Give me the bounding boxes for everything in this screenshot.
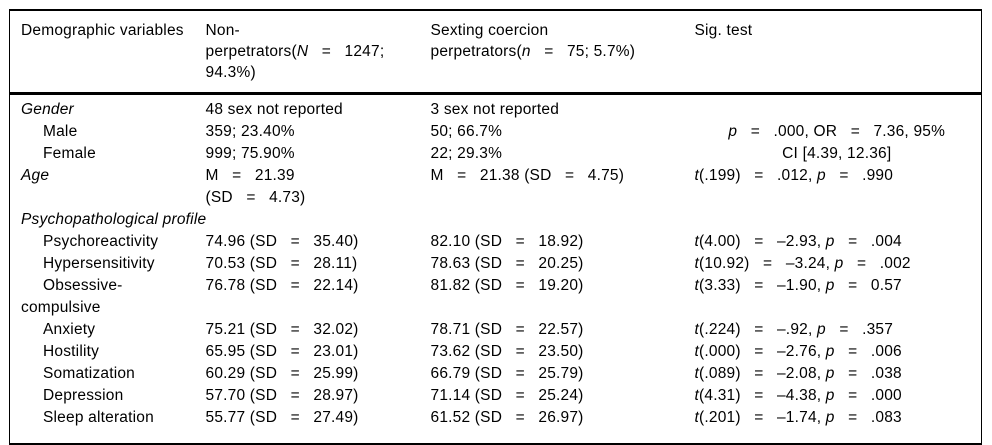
perpetrators-cell: 22; 29.3% bbox=[430, 145, 503, 162]
row-age: Age M = 21.39 (SD = 4.73) M = 21.38 (SD =… bbox=[10, 165, 982, 209]
row-label: Hostility bbox=[43, 343, 100, 360]
column-header-sexting-coercion-perpetrators: Sexting coercion perpetrators(n = 75; 5.7… bbox=[427, 10, 692, 95]
perpetrators-cell: 78.71 (SD = 22.57) bbox=[430, 321, 584, 338]
perpetrators-cell: 71.14 (SD = 25.24) bbox=[430, 387, 584, 404]
sig-test-cell bbox=[692, 94, 982, 122]
non-perpetrators-cell: 999; 75.90% bbox=[205, 145, 295, 162]
row-somatization: Somatization 60.29 (SD = 25.99) 66.79 (S… bbox=[10, 363, 982, 385]
table-body: Gender 48 sex not reported 3 sex not rep… bbox=[10, 94, 982, 445]
row-section-psychopathological-profile: Psychopathological profile bbox=[10, 209, 982, 231]
sig-test-cell: t(.000) = –2.76, p = .006 bbox=[694, 343, 902, 360]
demographics-statistics-table: Demographic variables Non-perpetrators(N… bbox=[9, 9, 982, 445]
perpetrators-cell: 81.82 (SD = 19.20) bbox=[430, 277, 584, 294]
sig-test-cell: t(4.31) = –4.38, p = .000 bbox=[694, 387, 902, 404]
non-perpetrators-cell: 65.95 (SD = 23.01) bbox=[205, 343, 359, 360]
non-perpetrators-cell: 60.29 (SD = 25.99) bbox=[205, 365, 359, 382]
non-perpetrators-cell: 55.77 (SD = 27.49) bbox=[205, 409, 359, 426]
row-label: Gender bbox=[21, 101, 74, 118]
row-hypersensitivity: Hypersensitivity 70.53 (SD = 28.11) 78.6… bbox=[10, 253, 982, 275]
row-label: Female bbox=[43, 145, 96, 162]
sig-test-cell: t(3.33) = –1.90, p = 0.57 bbox=[694, 277, 902, 294]
row-sleep-alteration: Sleep alteration 55.77 (SD = 27.49) 61.5… bbox=[10, 407, 982, 444]
non-perpetrators-cell: M = 21.39 (SD = 4.73) bbox=[205, 167, 306, 206]
perpetrators-cell: 3 sex not reported bbox=[430, 101, 560, 118]
non-perpetrators-cell: 74.96 (SD = 35.40) bbox=[205, 233, 359, 250]
non-perpetrators-cell: 76.78 (SD = 22.14) bbox=[205, 277, 359, 294]
column-header-demographic-variables: Demographic variables bbox=[9, 10, 203, 95]
row-anxiety: Anxiety 75.21 (SD = 32.02) 78.71 (SD = 2… bbox=[10, 319, 982, 341]
column-header-sig-test: Sig. test bbox=[691, 10, 982, 95]
non-perpetrators-cell: 70.53 (SD = 28.11) bbox=[205, 255, 358, 272]
row-obsessive-compulsive: Obsessive-compulsive 76.78 (SD = 22.14) … bbox=[10, 275, 982, 319]
sig-test-cell: t(.199) = .012, p = .990 bbox=[694, 167, 894, 184]
non-perpetrators-cell: 48 sex not reported bbox=[205, 101, 343, 118]
perpetrators-cell: 73.62 (SD = 23.50) bbox=[430, 343, 584, 360]
perpetrators-cell: 61.52 (SD = 26.97) bbox=[430, 409, 584, 426]
perpetrators-cell: 66.79 (SD = 25.79) bbox=[430, 365, 584, 382]
perpetrators-cell: 82.10 (SD = 18.92) bbox=[430, 233, 584, 250]
perpetrators-cell: 50; 66.7% bbox=[430, 123, 503, 140]
sig-test-cell: t(10.92) = –3.24, p = .002 bbox=[694, 255, 911, 272]
table-header: Demographic variables Non-perpetrators(N… bbox=[9, 10, 982, 95]
row-female: Female 999; 75.90% 22; 29.3% bbox=[10, 143, 982, 165]
row-hostility: Hostility 65.95 (SD = 23.01) 73.62 (SD =… bbox=[10, 341, 982, 363]
row-depression: Depression 57.70 (SD = 28.97) 71.14 (SD … bbox=[10, 385, 982, 407]
sig-test-cell: t(.201) = –1.74, p = .083 bbox=[694, 409, 902, 426]
non-perpetrators-cell: 359; 23.40% bbox=[205, 123, 295, 140]
row-psychoreactivity: Psychoreactivity 74.96 (SD = 35.40) 82.1… bbox=[10, 231, 982, 253]
perpetrators-cell: M = 21.38 (SD = 4.75) bbox=[430, 167, 625, 184]
row-label: Hypersensitivity bbox=[43, 255, 155, 272]
column-header-non-perpetrators: Non-perpetrators(N = 1247; 94.3%) bbox=[202, 10, 428, 95]
non-perpetrators-cell: 75.21 (SD = 32.02) bbox=[205, 321, 359, 338]
row-label: Psychoreactivity bbox=[43, 233, 159, 250]
row-label: Sleep alteration bbox=[43, 409, 154, 426]
row-label: Anxiety bbox=[43, 321, 96, 338]
sig-test-cell: p = .000, OR = 7.36, 95% CI [4.39, 12.36] bbox=[728, 123, 946, 162]
row-label: Age bbox=[21, 167, 50, 184]
section-label: Psychopathological profile bbox=[21, 211, 207, 228]
row-gender: Gender 48 sex not reported 3 sex not rep… bbox=[10, 94, 982, 122]
row-label: Male bbox=[43, 123, 78, 140]
perpetrators-cell: 78.63 (SD = 20.25) bbox=[430, 255, 584, 272]
table-header-row: Demographic variables Non-perpetrators(N… bbox=[9, 10, 982, 95]
sig-test-cell: t(.089) = –2.08, p = .038 bbox=[694, 365, 902, 382]
row-label: Somatization bbox=[43, 365, 136, 382]
sig-test-cell: t(.224) = –.92, p = .357 bbox=[694, 321, 894, 338]
row-male: Male 359; 23.40% 50; 66.7% p = .000, OR … bbox=[10, 121, 982, 162]
non-perpetrators-cell: 57.70 (SD = 28.97) bbox=[205, 387, 359, 404]
row-label: Depression bbox=[43, 387, 124, 404]
row-label: Obsessive-compulsive bbox=[21, 277, 123, 316]
sig-test-cell: t(4.00) = –2.93, p = .004 bbox=[694, 233, 902, 250]
